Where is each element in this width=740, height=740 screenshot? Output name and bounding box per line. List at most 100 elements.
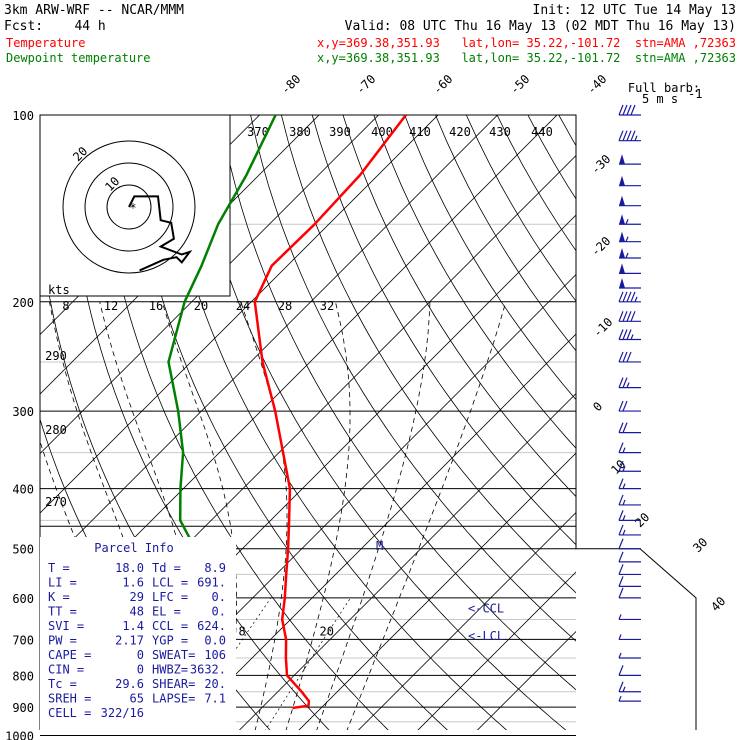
wind-barb [618, 422, 641, 434]
lcl-marker: <-LCL [468, 629, 504, 643]
parcel-info-cell: 3632. [190, 663, 226, 677]
parcel-info-cell: 7.1 [204, 692, 226, 706]
theta-label: 400 [371, 125, 393, 139]
wind-barb [618, 442, 641, 454]
parcel-info-cell: 1.6 [122, 576, 144, 590]
parcel-info-cell: 0. [212, 590, 226, 604]
wind-barb [619, 231, 641, 243]
hodograph-speed-tick: 28 [278, 299, 292, 313]
parcel-info-panel: Parcel Info T = 18.0 Td = 8.9 LI = 1.6 LCL = 69… [40, 537, 236, 730]
temperature-legend: Temperature [6, 36, 85, 50]
pressure-label: 200 [12, 296, 34, 310]
wind-barbs [618, 104, 641, 702]
parcel-info-cell: 691. [197, 576, 226, 590]
hodograph-speed-tick: 20 [194, 299, 208, 313]
temperature-profile [253, 115, 407, 710]
theta-label: 390 [329, 125, 351, 139]
wind-barb [618, 587, 641, 599]
parcel-info-cell: 106 [204, 648, 226, 662]
wind-barb [618, 614, 641, 621]
storm-motion-marker: * [129, 201, 136, 215]
parcel-info-cell: 20. [204, 677, 226, 691]
barb-legend-exponent: -1 [688, 87, 702, 101]
parcel-info-cell: SHEAR= [152, 677, 195, 691]
hodograph-speed-tick: 16 [149, 299, 163, 313]
parcel-info-cell: Td = [152, 561, 181, 575]
mean-wind-marker: M [376, 539, 383, 553]
parcel-info-cell: 0 [137, 648, 144, 662]
hodograph-speed-tick: 12 [104, 299, 118, 313]
parcel-info-cell: 1.4 [122, 619, 144, 633]
hodograph-speed-tick: 32 [320, 299, 334, 313]
hodograph-trace [128, 195, 193, 272]
theta-label: 270 [45, 495, 67, 509]
isotherm-label: 40 [708, 594, 728, 614]
valid-time: Valid: 08 UTC Thu 16 May 13 (02 MDT Thu … [345, 19, 736, 34]
wind-barb [618, 681, 641, 693]
parcel-info-cell: 48 [130, 605, 144, 619]
wind-barb [618, 634, 641, 641]
theta-label: 410 [409, 125, 431, 139]
parcel-info-cell: LFC = [152, 590, 188, 604]
parcel-info-cell: 0. [212, 605, 226, 619]
forecast-hour: Fcst: 44 h [4, 19, 106, 34]
wind-barb [618, 510, 641, 521]
wind-barb [618, 478, 641, 490]
wind-barb [619, 214, 641, 225]
parcel-info-cell: 18.0 [115, 561, 144, 575]
wind-barb [618, 460, 641, 472]
parcel-info-cell: LCL = [152, 576, 188, 590]
parcel-info-cell: SVI = [48, 619, 84, 633]
wind-barb [618, 564, 641, 576]
hodograph-units-label: kts [48, 283, 70, 297]
parcel-info-cell: 0.0 [204, 634, 226, 648]
pressure-label: 800 [12, 669, 34, 683]
wind-barb [619, 248, 641, 259]
parcel-info-cell: 322/16 [101, 706, 144, 720]
parcel-info-cell: Tc = [48, 677, 77, 691]
pressure-label: 1000 [5, 730, 34, 740]
temperature-station-info: x,y=369.38,351.93 lat,lon= 35.22,-101.72… [317, 36, 736, 50]
theta-label: 380 [289, 125, 311, 139]
init-time: Init: 12 UTC Tue 14 May 13 [533, 3, 737, 18]
wind-barb [618, 377, 641, 389]
wind-barb [619, 263, 641, 275]
isotherm-label: -80 [278, 72, 303, 97]
pressure-label: 500 [12, 543, 34, 557]
isotherm-label: 10 [608, 457, 628, 477]
pressure-label: 400 [12, 483, 34, 497]
parcel-info-cell: TT = [48, 605, 77, 619]
mixing-ratio-label: 20 [319, 624, 333, 638]
wind-barb [619, 195, 641, 207]
theta-label: 440 [531, 125, 553, 139]
wind-barb [619, 154, 641, 165]
parcel-info-cell: HWBZ= [152, 663, 188, 677]
isotherm-label: 30 [690, 535, 710, 555]
hodograph-speed-tick: 8 [62, 299, 69, 313]
theta-label: 280 [45, 423, 67, 437]
plot-frame [39, 114, 697, 737]
parcel-info-cell: 624. [197, 619, 226, 633]
parcel-info-cell: 29.6 [115, 677, 144, 691]
parcel-info-cell: LI = [48, 576, 77, 590]
theta-label: 370 [247, 125, 269, 139]
model-title: 3km ARW-WRF -- NCAR/MMM [4, 3, 184, 18]
wind-barb [618, 494, 641, 506]
mixing-ratio-label: 8 [238, 624, 245, 638]
parcel-info-cell: 0 [137, 663, 144, 677]
parcel-info-cell: 29 [130, 590, 144, 604]
isotherm-label: -30 [588, 152, 613, 177]
isotherm-label: 0 [590, 399, 605, 414]
wind-barb [618, 576, 641, 588]
isotherm-label: -60 [430, 72, 455, 97]
parcel-info-cell: LAPSE= [152, 692, 195, 706]
parcel-info-cell: CAPE = [48, 648, 91, 662]
parcel-info-cell: SREH = [48, 692, 91, 706]
wind-barb [618, 329, 641, 341]
parcel-info-cell: YGP = [152, 634, 188, 648]
wind-barb [618, 524, 641, 536]
parcel-info-cell: 65 [130, 692, 144, 706]
pressure-label: 700 [12, 633, 34, 647]
parcel-info-title: Parcel Info [94, 541, 173, 555]
